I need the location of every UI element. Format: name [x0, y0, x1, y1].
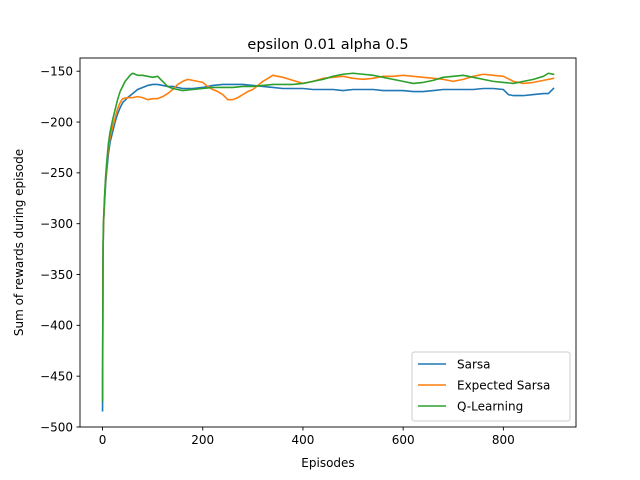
- series-line-q-learning: [101, 72, 555, 402]
- legend-label: Sarsa: [457, 357, 491, 371]
- y-tick-label: −200: [40, 115, 73, 129]
- legend: Sarsa Expected Sarsa Q-Learning: [411, 351, 571, 422]
- y-tick-label: −400: [40, 319, 73, 333]
- y-tick-label: −350: [40, 268, 73, 282]
- x-tick-label: 0: [99, 433, 107, 447]
- series-line-sarsa: [101, 83, 555, 412]
- y-tick-label: −450: [40, 369, 73, 383]
- legend-label: Q-Learning: [457, 399, 523, 413]
- y-tick-label: −250: [40, 166, 73, 180]
- y-axis: −500 −450 −400 −350 −300 −250 −200 −150: [40, 65, 80, 434]
- x-tick-label: 200: [191, 433, 214, 447]
- x-axis: 0 200 400 600 800: [99, 427, 515, 447]
- x-tick-label: 400: [291, 433, 314, 447]
- chart-title: epsilon 0.01 alpha 0.5: [247, 37, 408, 53]
- plot-area: [101, 72, 555, 412]
- plot-frame: [79, 57, 577, 428]
- y-tick-label: −500: [40, 420, 73, 434]
- y-axis-label: Sum of rewards during episode: [12, 149, 26, 336]
- legend-box: [411, 351, 571, 422]
- x-tick-label: 800: [492, 433, 515, 447]
- y-tick-label: −150: [40, 65, 73, 79]
- x-axis-label: Episodes: [301, 456, 354, 470]
- legend-label: Expected Sarsa: [457, 378, 550, 392]
- y-tick-label: −300: [40, 217, 73, 231]
- series-line-expected-sarsa: [101, 73, 555, 390]
- x-tick-label: 600: [392, 433, 415, 447]
